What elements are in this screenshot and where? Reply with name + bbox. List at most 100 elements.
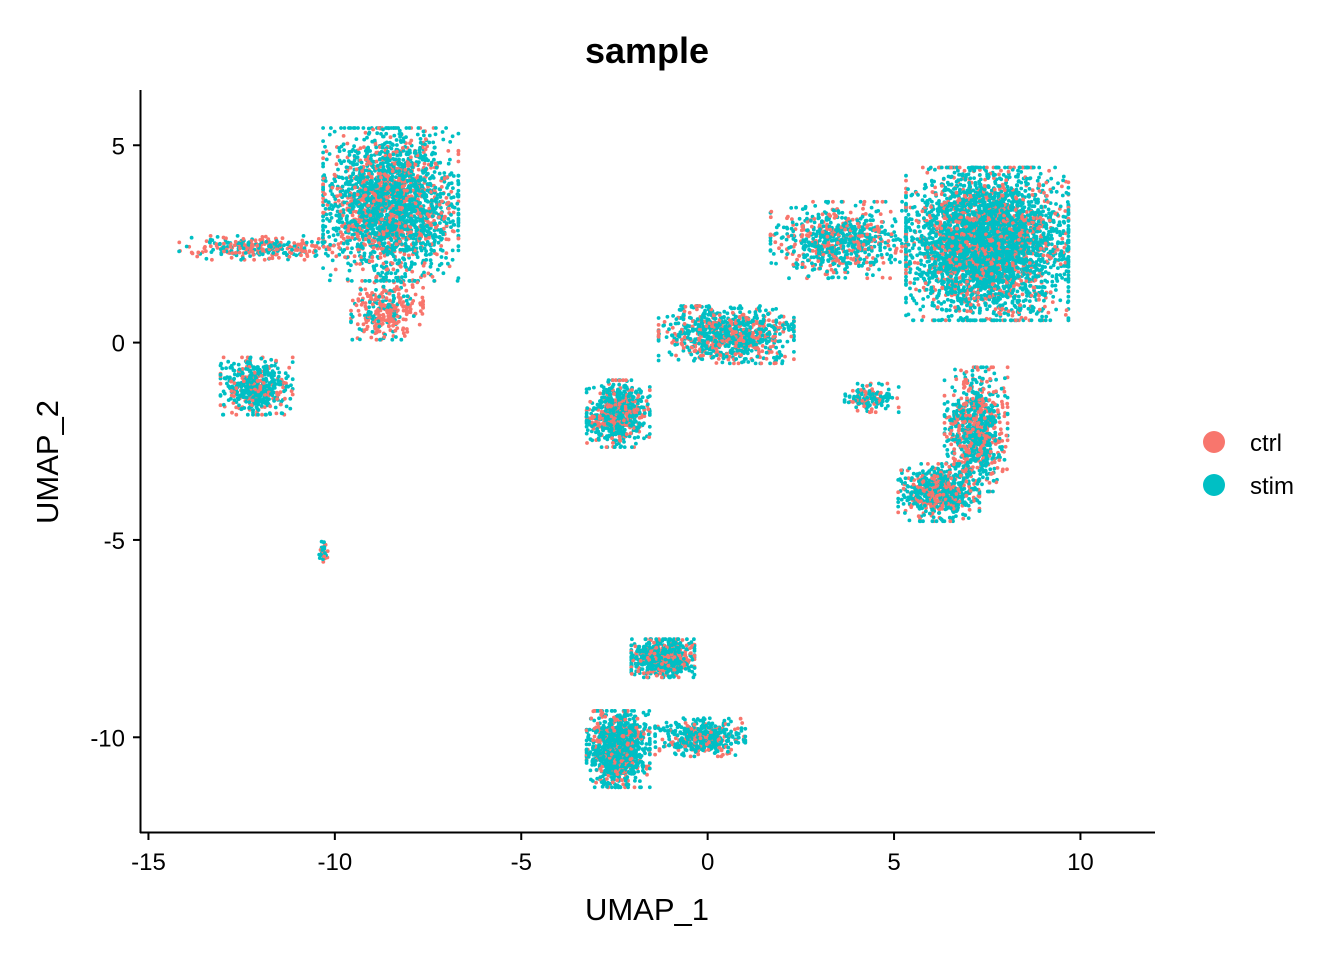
point-stim — [896, 410, 901, 415]
point-ctrl — [1005, 365, 1010, 370]
point-stim — [926, 294, 930, 299]
point-stim — [779, 249, 784, 254]
point-ctrl — [736, 726, 740, 731]
point-ctrl — [997, 172, 1001, 177]
point-stim — [219, 361, 224, 366]
point-stim — [792, 315, 796, 320]
point-stim — [627, 434, 632, 439]
point-stim — [437, 171, 442, 176]
point-stim — [933, 167, 937, 172]
point-stim — [945, 297, 950, 302]
point-stim — [893, 234, 898, 238]
point-ctrl — [621, 782, 626, 787]
point-ctrl — [1000, 405, 1005, 410]
point-stim — [450, 248, 455, 253]
point-ctrl — [218, 403, 223, 408]
point-stim — [774, 261, 778, 266]
point-stim — [277, 370, 282, 375]
point-stim — [636, 769, 640, 774]
point-stim — [916, 224, 921, 229]
point-ctrl — [396, 292, 401, 296]
point-stim — [774, 345, 778, 350]
point-stim — [741, 319, 746, 323]
point-ctrl — [647, 388, 652, 393]
point-ctrl — [391, 267, 396, 272]
point-stim — [893, 257, 897, 262]
point-stim — [272, 399, 276, 403]
point-stim — [336, 167, 340, 172]
point-stim — [896, 500, 901, 504]
point-stim — [393, 126, 398, 130]
point-stim — [1060, 276, 1064, 280]
point-stim — [1066, 185, 1071, 190]
point-stim — [324, 157, 329, 162]
point-stim — [229, 396, 233, 401]
point-stim — [363, 279, 368, 283]
point-stim — [907, 249, 912, 253]
point-ctrl — [864, 260, 869, 265]
point-ctrl — [598, 391, 603, 396]
point-ctrl — [202, 246, 207, 251]
point-stim — [449, 181, 454, 186]
point-stim — [656, 316, 661, 320]
point-stim — [588, 437, 593, 441]
point-ctrl — [358, 292, 362, 296]
point-ctrl — [729, 747, 734, 752]
point-stim — [919, 258, 923, 263]
point-stim — [592, 785, 597, 790]
point-stim — [427, 133, 432, 138]
point-stim — [888, 247, 892, 252]
point-ctrl — [418, 309, 423, 313]
point-stim — [395, 143, 399, 147]
point-ctrl — [716, 357, 721, 361]
point-stim — [811, 227, 816, 232]
point-stim — [330, 258, 335, 263]
point-stim — [1054, 307, 1058, 312]
point-ctrl — [895, 396, 900, 401]
point-stim — [647, 761, 652, 766]
point-stim — [350, 314, 355, 319]
point-stim — [741, 315, 746, 320]
point-stim — [768, 238, 773, 243]
point-stim — [910, 296, 915, 301]
point-stim — [349, 279, 354, 283]
point-ctrl — [369, 335, 374, 340]
point-stim — [669, 723, 673, 728]
point-ctrl — [210, 257, 214, 262]
point-stim — [816, 212, 821, 217]
point-stim — [283, 371, 288, 376]
point-ctrl — [1063, 209, 1068, 213]
point-stim — [456, 131, 461, 136]
point-stim — [384, 131, 389, 136]
point-stim — [351, 171, 356, 176]
point-stim — [226, 359, 231, 364]
point-stim — [397, 128, 402, 133]
point-stim — [597, 716, 601, 721]
point-stim — [350, 337, 355, 342]
point-ctrl — [363, 287, 368, 292]
point-ctrl — [879, 220, 884, 224]
point-ctrl — [317, 246, 321, 251]
point-stim — [898, 260, 902, 264]
point-stim — [456, 223, 461, 228]
point-stim — [449, 225, 453, 230]
point-stim — [896, 385, 901, 389]
point-stim — [676, 357, 681, 362]
point-stim — [985, 307, 989, 312]
point-stim — [948, 303, 953, 308]
point-stim — [857, 264, 861, 268]
point-stim — [344, 176, 349, 181]
point-stim — [1006, 198, 1011, 203]
point-stim — [455, 279, 460, 283]
point-ctrl — [413, 292, 418, 297]
point-stim — [1019, 186, 1024, 191]
point-ctrl — [920, 165, 925, 170]
point-stim — [727, 361, 732, 366]
point-ctrl — [360, 279, 364, 283]
point-ctrl — [972, 482, 976, 486]
point-ctrl — [446, 149, 451, 153]
point-stim — [945, 400, 950, 404]
point-stim — [439, 255, 444, 259]
point-ctrl — [252, 257, 256, 262]
point-stim — [725, 739, 730, 743]
